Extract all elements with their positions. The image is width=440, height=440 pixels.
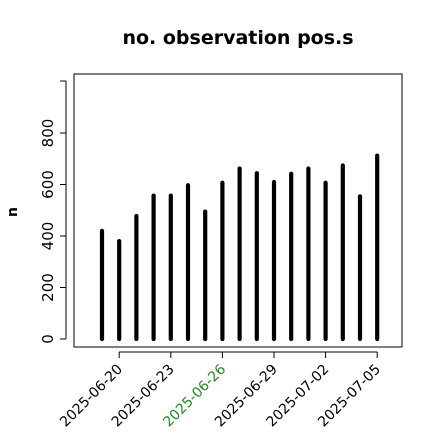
chart-title: no. observation pos.s — [122, 27, 353, 49]
x-axis: 2025-06-202025-06-232025-06-262025-06-29… — [57, 351, 384, 430]
y-axis-label: n — [5, 207, 21, 217]
y-tick-label: 600 — [39, 170, 57, 199]
plot-frame — [73, 73, 403, 348]
y-tick-label: 400 — [39, 222, 57, 251]
bars — [99, 153, 380, 342]
y-axis: 0 200 400 600 800 — [39, 80, 67, 344]
y-tick-label: 0 — [39, 334, 57, 344]
y-tick-label: 800 — [39, 119, 57, 148]
y-tick-label: 200 — [39, 273, 57, 302]
